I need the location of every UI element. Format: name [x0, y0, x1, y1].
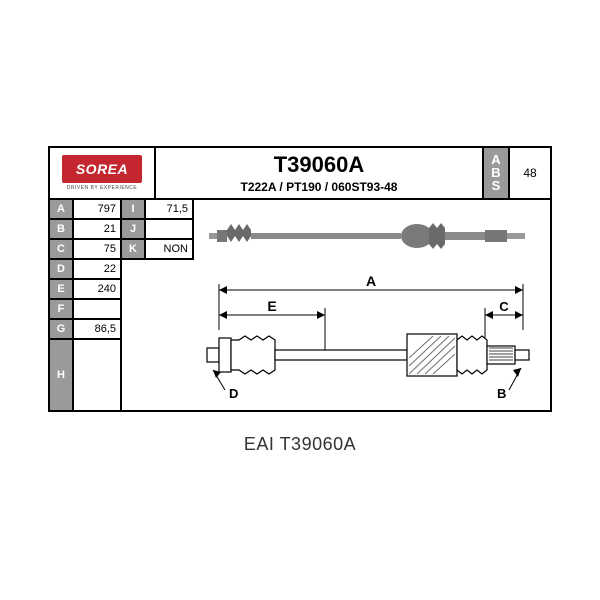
drive-shaft-svg: A E C — [194, 200, 550, 410]
brand-cell: SOREA DRIVEN BY EXPERIENCE — [50, 148, 156, 198]
spec-val-H — [74, 340, 122, 410]
spec-table-1: A B C D E F G H 797 21 75 22 240 86,5 — [50, 200, 122, 410]
spec-val-F — [74, 300, 122, 320]
spec-val-I: 71,5 — [146, 200, 194, 220]
spec-key-C: C — [50, 240, 74, 260]
body-row: A B C D E F G H 797 21 75 22 240 86,5 — [50, 200, 550, 410]
footer-caption: EAI T39060A — [244, 434, 356, 455]
spec-key-I: I — [122, 200, 146, 220]
label-E: E — [267, 298, 276, 314]
spec-table-2: I J K 71,5 NON — [122, 200, 194, 410]
spec-key-F: F — [50, 300, 74, 320]
spec-val-C: 75 — [74, 240, 122, 260]
label-A: A — [366, 273, 376, 289]
diagram-area: A E C — [194, 200, 550, 410]
part-subtitle: T222A / PT190 / 060ST93-48 — [241, 180, 398, 194]
label-B: B — [497, 386, 506, 401]
spec-key-D: D — [50, 260, 74, 280]
label-D: D — [229, 386, 238, 401]
spec-key-B: B — [50, 220, 74, 240]
spec-vals-1: 797 21 75 22 240 86,5 — [74, 200, 122, 410]
shaft-outline: D — [207, 334, 529, 401]
spec-keys-2: I J K — [122, 200, 146, 410]
top-render — [209, 223, 525, 249]
spec-vals-2: 71,5 NON — [146, 200, 194, 410]
header-row: SOREA DRIVEN BY EXPERIENCE T39060A T222A… — [50, 148, 550, 200]
spec-key-E: E — [50, 280, 74, 300]
spec-keys-1: A B C D E F G H — [50, 200, 74, 410]
tech-drawing: A E C — [207, 273, 529, 401]
spec-key-K: K — [122, 240, 146, 260]
brand-badge: SOREA — [62, 155, 142, 183]
brand-tagline: DRIVEN BY EXPERIENCE — [67, 185, 137, 191]
abs-label: A B S — [484, 148, 510, 198]
spec-val-A: 797 — [74, 200, 122, 220]
spec-val-J — [146, 220, 194, 240]
title-cell: T39060A T222A / PT190 / 060ST93-48 — [156, 148, 484, 198]
abs-value: 48 — [510, 148, 550, 198]
spec-val-K: NON — [146, 240, 194, 260]
spec-key-G: G — [50, 320, 74, 340]
spec-val-E: 240 — [74, 280, 122, 300]
abs-s: S — [492, 179, 501, 192]
spec-val-B: 21 — [74, 220, 122, 240]
spec-val-G: 86,5 — [74, 320, 122, 340]
product-card: SOREA DRIVEN BY EXPERIENCE T39060A T222A… — [48, 146, 552, 412]
spec-key-J: J — [122, 220, 146, 240]
label-C: C — [499, 299, 509, 314]
spec-val-D: 22 — [74, 260, 122, 280]
spec-key-H: H — [50, 340, 74, 410]
part-title: T39060A — [274, 152, 365, 178]
spec-key-A: A — [50, 200, 74, 220]
